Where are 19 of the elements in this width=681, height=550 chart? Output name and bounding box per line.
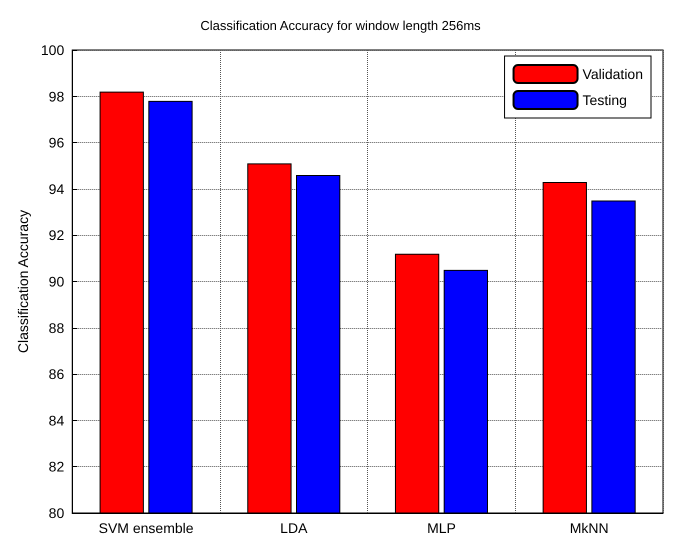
- chart-title: Classification Accuracy for window length 256ms: [200, 18, 482, 33]
- x-tick-label: MkNN: [570, 520, 609, 536]
- y-tick-label: 84: [48, 412, 64, 428]
- y-tick-label: 82: [48, 458, 64, 475]
- y-axis-title: Classification Accuracy: [15, 210, 31, 354]
- y-tick-label: 100: [40, 42, 64, 58]
- y-tick-label: 80: [48, 505, 64, 521]
- x-tick-label: MLP: [427, 520, 456, 536]
- y-tick-label: 86: [48, 366, 64, 382]
- y-tick-label: 88: [48, 320, 64, 336]
- y-tick-label: 98: [48, 88, 64, 104]
- legend-label: Validation: [582, 66, 644, 82]
- y-tick-label: 92: [48, 227, 64, 244]
- y-tick-label: 90: [48, 274, 64, 290]
- y-tick-label: 94: [48, 180, 64, 197]
- y-tick-label: 96: [48, 134, 64, 151]
- legend-label: Testing: [582, 92, 627, 108]
- x-tick-label: LDA: [280, 520, 308, 536]
- x-tick-label: SVM ensemble: [98, 520, 194, 536]
